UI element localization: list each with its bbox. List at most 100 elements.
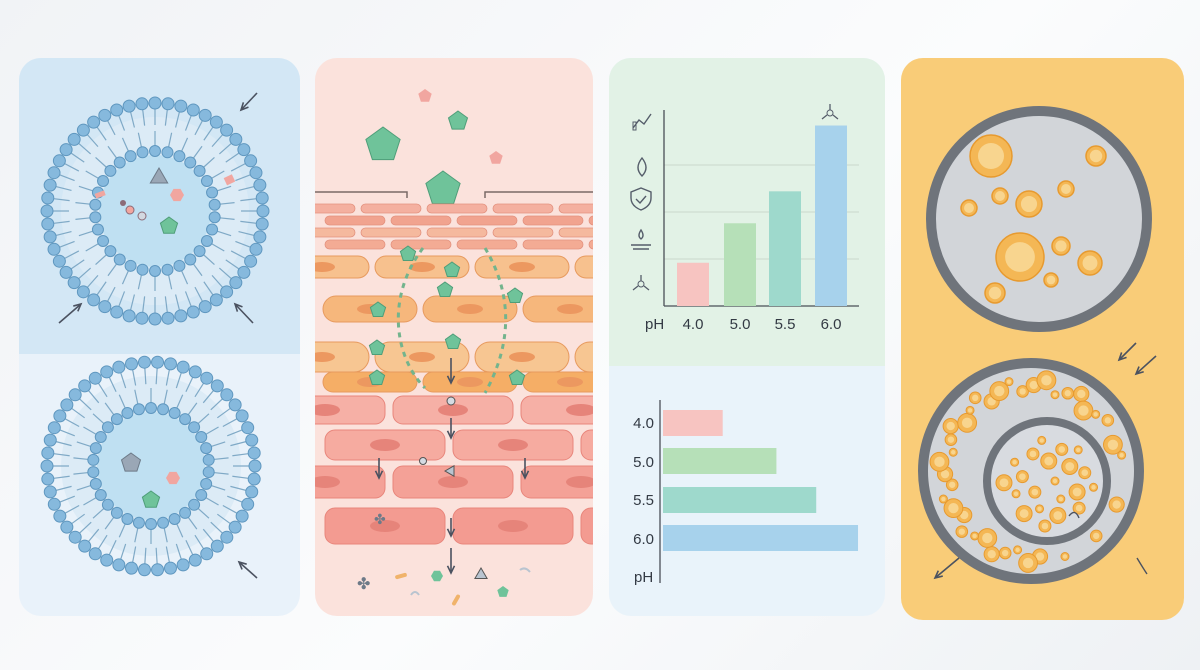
lipid-head <box>244 254 258 268</box>
oil-droplet-core <box>1041 375 1052 386</box>
lipid-head <box>43 433 57 447</box>
lipid-tail <box>194 382 205 398</box>
cell-nucleus <box>566 476 593 488</box>
lipid-head <box>41 472 55 486</box>
oil-droplet-core <box>1029 450 1037 458</box>
oil-droplet-core <box>1089 149 1103 163</box>
oil-droplet-core <box>972 394 979 402</box>
arrow-inward <box>58 303 82 324</box>
bar <box>663 448 777 474</box>
emulsion-container <box>926 106 1152 332</box>
ph-charts-panel: pH 4.0 5.0 5.5 6.0 4.0 5.0 5.5 6.0 pH <box>609 58 885 616</box>
lipid-tail <box>78 230 94 237</box>
arrow-outward-head <box>933 570 943 580</box>
lipid-tail <box>240 197 258 202</box>
oil-droplet-core <box>1078 405 1089 416</box>
lipid-tail <box>58 173 75 182</box>
lipid-tail <box>52 475 70 480</box>
lipid-tail <box>202 528 215 543</box>
lipid-head <box>209 115 223 129</box>
lipid-head <box>229 132 243 146</box>
lipid-tail <box>117 114 126 131</box>
lipid-head <box>89 442 102 455</box>
lipid-tail <box>218 267 233 280</box>
horizontal-chart-ylabel: pH <box>634 569 654 586</box>
oil-droplet-core <box>1037 506 1042 512</box>
lipid-tail <box>176 394 184 409</box>
corneocyte <box>324 239 386 250</box>
shield-check-icon-check <box>635 195 647 205</box>
cell-nucleus <box>409 262 435 272</box>
lipid-tail <box>104 516 115 530</box>
oil-droplet-core <box>1006 379 1012 384</box>
lipid-head <box>41 217 55 231</box>
oil-droplet-core <box>1076 447 1081 453</box>
lipid-tail <box>75 217 91 220</box>
lipid-head <box>176 360 190 374</box>
cell-nucleus <box>509 262 535 272</box>
lipid-head <box>244 154 258 168</box>
corneocyte <box>360 203 422 214</box>
lipid-tail <box>175 543 183 561</box>
lipid-tail <box>216 230 232 237</box>
oil-droplet-core <box>999 478 1009 488</box>
liposome-illustration <box>40 92 270 579</box>
lipid-tail <box>78 521 92 535</box>
arrow-inward <box>1135 355 1157 375</box>
lipid-tail <box>107 263 118 277</box>
lipid-tail <box>202 157 215 168</box>
oil-droplet-core <box>1058 496 1064 502</box>
lipid-tail <box>203 281 215 297</box>
oil-droplet-core <box>1081 469 1089 477</box>
lipid-tail <box>230 440 248 447</box>
molecule-atom <box>125 205 135 215</box>
lipid-tail <box>184 291 193 308</box>
lipid-head <box>88 547 102 561</box>
oil-droplet-core <box>1062 554 1068 559</box>
lipid-tail <box>69 151 85 163</box>
lipid-head <box>241 421 255 435</box>
arrow-inward-head <box>233 302 243 312</box>
horizontal-chart-tick-label: 4.0 <box>633 415 654 432</box>
lipid-head <box>198 300 212 314</box>
lipid-head <box>174 99 188 113</box>
release-squiggle <box>1136 557 1148 575</box>
drug-pentagon <box>418 89 432 102</box>
lipid-head <box>235 409 249 423</box>
cell-nucleus <box>498 439 528 451</box>
lipid-tail <box>63 504 80 515</box>
oil-droplet-core <box>1029 380 1038 390</box>
corneocyte <box>315 203 356 214</box>
lipid-tail <box>52 197 70 202</box>
arrow-inward <box>1118 342 1137 361</box>
lipid-tail <box>219 217 235 220</box>
cell-nucleus <box>315 262 335 272</box>
lipid-head <box>97 235 110 247</box>
oil-droplet-core <box>958 528 965 535</box>
lipid-tail <box>165 368 171 386</box>
lipid-head <box>94 489 107 501</box>
corneocyte <box>522 239 584 250</box>
lipid-tail <box>141 108 146 126</box>
debris <box>395 572 407 580</box>
aqueous-core <box>99 155 211 267</box>
lipid-head <box>249 242 263 256</box>
oil-droplet-core <box>1055 240 1067 252</box>
lipid-tail <box>197 413 210 425</box>
lipid-head <box>60 520 74 534</box>
lipid-tail <box>95 157 108 168</box>
lipid-head <box>110 103 124 117</box>
lipid-head <box>186 305 200 319</box>
lipid-tail <box>134 527 139 543</box>
drug-pentagon <box>368 339 386 355</box>
droplet-icon <box>637 156 647 177</box>
oil-droplet-core <box>1046 275 1056 285</box>
lipid-head <box>220 123 234 137</box>
lipid-tail <box>97 382 108 398</box>
lipid-head <box>228 398 242 412</box>
lipid-head <box>89 198 102 211</box>
horizontal-chart-tick-label: 5.0 <box>633 454 654 471</box>
lipid-tail <box>163 527 168 543</box>
oil-droplet-core <box>1005 242 1035 272</box>
lipid-head <box>135 97 149 111</box>
